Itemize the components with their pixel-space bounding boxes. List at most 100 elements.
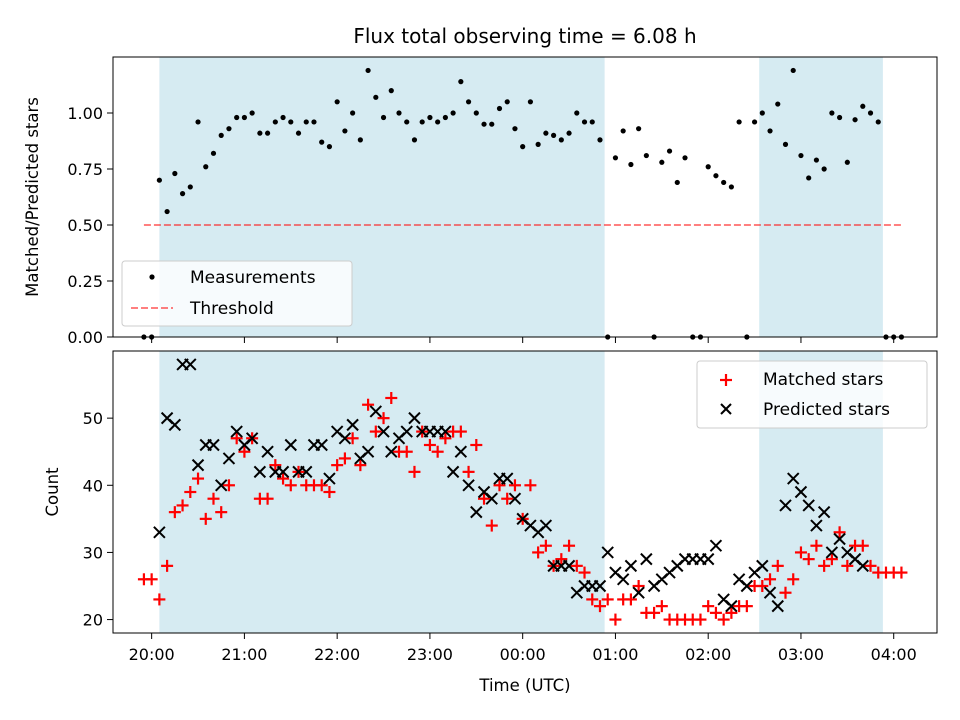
matched-star-point <box>694 613 707 626</box>
matched-star-point <box>400 445 413 458</box>
matched-star-point <box>238 445 251 458</box>
predicted-star-point-b <box>756 559 769 573</box>
measurement-point <box>674 179 680 186</box>
matched-star-point <box>470 439 483 451</box>
matched-star-point <box>555 553 568 566</box>
matched-star-point <box>454 425 467 438</box>
matched-star-point <box>153 593 166 606</box>
predicted-star-point <box>470 505 483 519</box>
measurement-point <box>589 119 595 125</box>
matched-star-point <box>362 398 375 411</box>
predicted-star-point <box>632 586 645 599</box>
bottom-y-ticks: 20 30 40 50 <box>83 409 113 630</box>
predicted-star-point-b <box>215 479 228 492</box>
measurement-point <box>775 101 781 107</box>
measurement-point <box>365 67 371 74</box>
predicted-star-point-b <box>640 552 653 566</box>
predicted-star-point <box>230 425 243 438</box>
matched-star-point <box>462 465 475 478</box>
x-tick-label: 03:00 <box>778 645 824 664</box>
measurement-point <box>195 119 201 125</box>
matched-star-point <box>230 432 243 445</box>
matched-star-point <box>810 539 823 552</box>
matched-star-point <box>764 573 777 586</box>
matched-star-point <box>833 526 846 539</box>
predicted-star-point-b <box>346 418 359 432</box>
matched-star-point <box>331 459 344 472</box>
measurement-point <box>806 175 812 181</box>
predicted-star-point-b <box>222 452 236 465</box>
matched-star-point <box>655 600 668 613</box>
measurement-point <box>844 159 850 165</box>
matched-star-point <box>818 559 831 572</box>
matched-star-point <box>176 499 189 512</box>
measurement-point <box>628 161 634 168</box>
measurement-point <box>504 99 510 105</box>
matched-star-point <box>609 613 622 626</box>
y-tick-label: 50 <box>83 409 103 428</box>
predicted-star-point <box>508 492 522 505</box>
matched-star-point <box>825 553 838 566</box>
measurement-point <box>156 177 162 183</box>
measurement-point <box>821 166 827 172</box>
matched-star-point <box>787 573 800 586</box>
predicted-star-point <box>817 505 831 519</box>
matched-star-point <box>779 586 792 599</box>
predicted-star-point-b <box>369 405 383 418</box>
matched-star-point <box>261 492 274 505</box>
measurement-point <box>257 130 263 136</box>
measurement-point <box>442 114 448 121</box>
measurement-point <box>551 132 557 138</box>
measurement-point <box>396 110 402 116</box>
measurement-point <box>234 114 240 121</box>
predicted-star-point-b <box>446 465 460 479</box>
matched-star-point <box>385 392 398 404</box>
measurement-point <box>543 130 549 136</box>
predicted-star-point <box>215 479 228 492</box>
predicted-star-point-b <box>779 499 792 512</box>
matched-star-point <box>485 519 498 532</box>
predicted-star-point-b <box>330 425 344 438</box>
predicted-star-point <box>794 485 808 499</box>
measurement-point <box>473 110 479 116</box>
night-shade-region <box>159 351 605 633</box>
measurement-point <box>373 94 379 100</box>
predicted-star-point-b <box>833 532 846 546</box>
measurement-point <box>187 184 193 190</box>
predicted-star-point <box>539 519 553 532</box>
matched-star-point <box>856 539 869 552</box>
top-legend-box <box>121 260 353 327</box>
y-tick-label: 0.75 <box>67 160 103 179</box>
measurement-point <box>767 128 773 134</box>
predicted-star-point <box>439 425 452 438</box>
y-tick-label: 20 <box>83 611 103 630</box>
measurement-points <box>141 67 905 340</box>
predicted-star-point <box>454 445 468 458</box>
measurement-point <box>643 152 649 159</box>
matched-star-point <box>895 566 908 579</box>
x-tick-label: 22:00 <box>314 645 360 664</box>
predicted-star-point <box>501 472 514 485</box>
figure-title: Flux total observing time = 6.08 h <box>353 24 696 48</box>
predicted-star-point <box>369 405 383 418</box>
matched-star-point <box>346 432 359 445</box>
predicted-star-point-b <box>168 418 182 432</box>
predicted-star-point-b <box>462 479 475 492</box>
predicted-star-point <box>787 472 800 485</box>
measurement-point <box>867 110 874 116</box>
matched-star-point <box>207 492 220 505</box>
predicted-star-point <box>725 599 738 613</box>
predicted-star-point-b <box>439 425 452 438</box>
matched-star-point <box>794 546 807 559</box>
x-tick-label: 02:00 <box>685 645 731 664</box>
predicted-star-point-b <box>454 445 468 458</box>
measurement-point <box>612 155 619 161</box>
matched-star-point <box>145 573 158 586</box>
predicted-star-point-b <box>516 512 529 526</box>
measurement-point <box>705 164 711 170</box>
measurement-point <box>203 164 209 170</box>
matched-star-point <box>377 412 390 425</box>
predicted-star-point <box>763 586 777 599</box>
bottom-panel: 20 30 40 50 20:00 21:00 22:00 23:00 00:00 01:00 0… <box>43 350 938 695</box>
legend-predicted-marker <box>720 403 732 415</box>
